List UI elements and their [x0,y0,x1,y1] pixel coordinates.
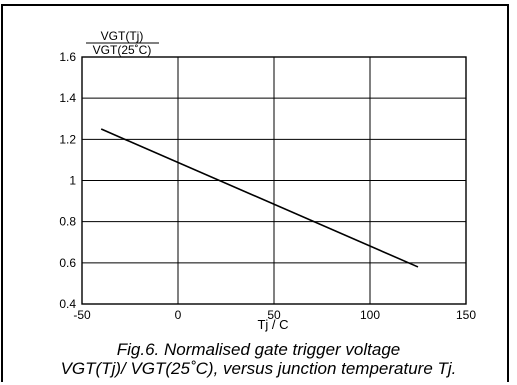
x-tick-label: 100 [360,308,380,322]
x-axis-title: Tj / C [257,317,288,332]
grid-lines [81,56,467,305]
x-tick-label: -50 [73,308,91,322]
y-axis-title: VGT(Tj) VGT(25˚C) [86,29,159,57]
x-tick-label: 0 [175,308,182,322]
figure-frame [1,4,509,382]
y-tick-label: 1.4 [59,91,76,105]
x-tick-labels: -50 0 50 100 150 [73,308,476,322]
y-tick-label: 0.8 [59,215,76,229]
y-tick-label: 0.4 [59,297,76,311]
y-tick-labels: 1.6 1.4 1.2 1 0.8 0.6 0.4 [59,50,76,311]
y-tick-label: 1.6 [59,50,76,64]
y-axis-title-denominator: VGT(25˚C) [93,43,152,57]
series-line [100,128,419,268]
figure-caption-title: Fig.6. Normalised gate trigger voltage [116,340,401,359]
y-tick-label: 1.2 [59,132,76,146]
y-tick-label: 0.6 [59,256,76,270]
figure-caption-description: VGT(Tj)/ VGT(25˚C), versus junction temp… [0,359,517,378]
y-axis-title-numerator: VGT(Tj) [101,29,144,43]
plot-area-border [81,56,467,305]
x-tick-label: 50 [267,308,281,322]
x-tick-label: 150 [456,308,476,322]
y-tick-label: 1 [69,174,76,188]
caption-description-text: VGT(Tj)/ VGT(25˚C), versus junction temp… [60,359,457,378]
